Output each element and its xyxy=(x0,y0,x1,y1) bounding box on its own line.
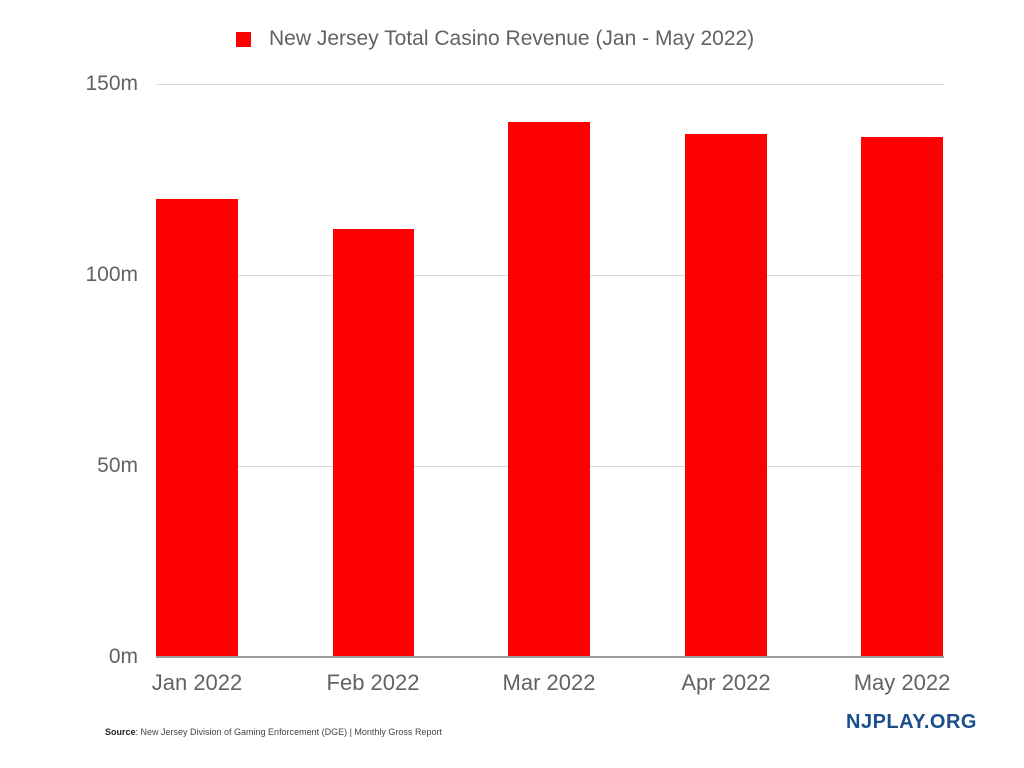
brand-logo: NJPLAY.ORG xyxy=(846,711,977,733)
x-axis-line xyxy=(156,656,944,658)
x-tick-apr: Apr 2022 xyxy=(681,670,771,695)
x-tick-mar: Mar 2022 xyxy=(502,670,596,695)
y-tick-100: 100m xyxy=(85,263,138,286)
y-tick-150: 150m xyxy=(85,72,138,95)
x-tick-jan: Jan 2022 xyxy=(151,670,243,695)
source-label: Source xyxy=(105,727,136,737)
source-note: Source: New Jersey Division of Gaming En… xyxy=(105,727,442,737)
bar-apr xyxy=(685,134,767,657)
x-tick-may: May 2022 xyxy=(853,670,951,695)
bar-feb xyxy=(333,229,414,657)
gridline-150 xyxy=(156,84,944,85)
y-tick-50: 50m xyxy=(97,454,138,477)
legend-swatch xyxy=(236,31,251,47)
x-tick-feb: Feb 2022 xyxy=(326,670,420,695)
source-text: : New Jersey Division of Gaming Enforcem… xyxy=(135,727,442,737)
y-tick-0: 0m xyxy=(108,645,138,668)
bar-jan xyxy=(156,199,238,657)
legend-label: New Jersey Total Casino Revenue (Jan - M… xyxy=(269,27,755,50)
bar-may xyxy=(861,137,943,657)
bar-mar xyxy=(508,122,590,657)
chart-legend: New Jersey Total Casino Revenue (Jan - M… xyxy=(236,26,754,52)
